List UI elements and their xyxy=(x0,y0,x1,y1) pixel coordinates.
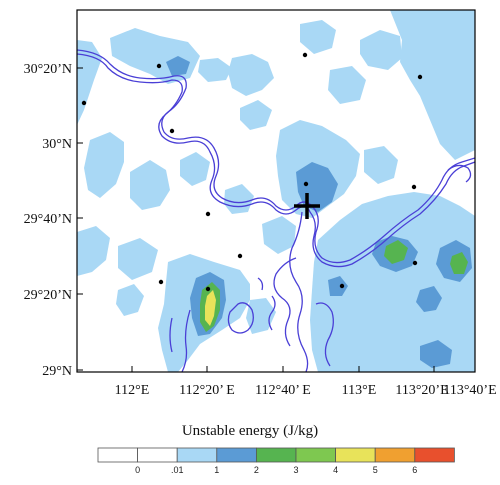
legend-tick-label: 1 xyxy=(214,465,219,475)
lat-label: 30°20’N xyxy=(24,62,72,77)
cross-marker xyxy=(294,193,320,219)
station-markers xyxy=(81,52,423,292)
lon-label: 112°40’ E xyxy=(255,383,311,398)
legend-swatch xyxy=(374,447,416,463)
legend-tick-label: 0 xyxy=(135,465,140,475)
lon-label: 112°E xyxy=(115,383,150,398)
station-dot xyxy=(412,260,418,266)
legend-swatch xyxy=(216,447,257,463)
station-dot xyxy=(158,279,164,285)
station-dot xyxy=(81,100,87,106)
lon-label: 113°40’E xyxy=(443,383,496,398)
station-dot xyxy=(411,184,417,190)
axis-ticks xyxy=(77,67,435,372)
legend-tick-labels: 0 .01 1 2 3 4 5 6 xyxy=(135,465,417,475)
station-dot xyxy=(303,181,309,187)
station-dot xyxy=(156,63,162,69)
energy-field-yellow xyxy=(205,290,216,326)
legend-colorbar xyxy=(97,447,455,463)
legend-tick-label: 3 xyxy=(293,465,298,475)
legend-title: Unstable energy (J/kg) xyxy=(181,423,319,439)
legend-swatch xyxy=(414,447,455,463)
legend-swatch xyxy=(335,447,376,463)
legend-tick-label: 4 xyxy=(333,465,338,475)
legend-tick-label: 6 xyxy=(412,465,417,475)
station-dot xyxy=(302,52,308,58)
lat-label: 29°N xyxy=(42,364,72,379)
lat-label: 30°N xyxy=(42,137,72,152)
legend-swatch xyxy=(176,447,218,463)
legend-swatch xyxy=(255,447,297,463)
station-dot xyxy=(237,253,243,259)
station-dot xyxy=(417,74,423,80)
station-dot xyxy=(169,128,175,134)
legend-swatch xyxy=(295,447,336,463)
river-network xyxy=(77,49,475,372)
station-dot xyxy=(339,283,345,289)
lat-label: 29°20’N xyxy=(24,288,72,303)
legend-swatch xyxy=(137,447,178,463)
station-dot xyxy=(205,286,211,292)
legend-tick-label: 5 xyxy=(373,465,378,475)
lon-label: 112°20’ E xyxy=(179,383,235,398)
legend-tick-label: .01 xyxy=(171,465,184,475)
lat-label: 29°40’N xyxy=(24,212,72,227)
station-dot xyxy=(205,211,211,217)
legend-swatch xyxy=(97,447,138,463)
lon-label: 113°20’E xyxy=(395,383,448,398)
legend-tick-label: 2 xyxy=(254,465,259,475)
map-frame xyxy=(76,9,476,373)
lon-label: 113°E xyxy=(342,383,377,398)
energy-field-light xyxy=(77,10,475,372)
